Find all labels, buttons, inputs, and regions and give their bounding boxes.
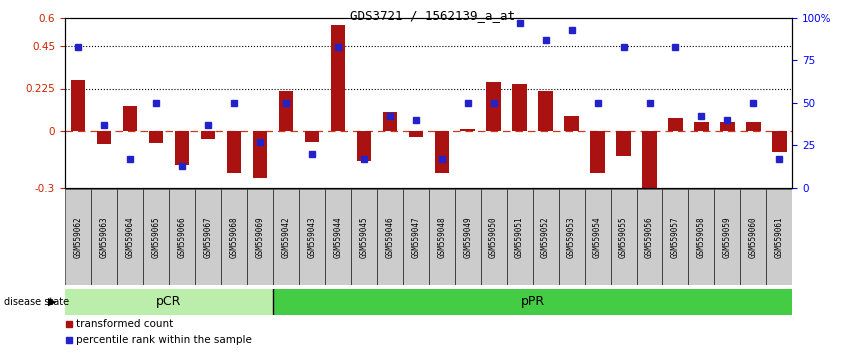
Text: GSM559045: GSM559045	[359, 216, 368, 258]
Text: percentile rank within the sample: percentile rank within the sample	[76, 335, 252, 345]
Bar	[201, 131, 215, 138]
Text: GSM559063: GSM559063	[100, 216, 108, 258]
Bar	[253, 131, 267, 178]
Text: GDS3721 / 1562139_a_at: GDS3721 / 1562139_a_at	[351, 9, 515, 22]
Bar	[688, 189, 714, 285]
Bar	[149, 131, 163, 143]
Text: GSM559069: GSM559069	[255, 216, 264, 258]
Bar	[409, 131, 423, 137]
Text: GSM559056: GSM559056	[645, 216, 654, 258]
Bar	[117, 189, 143, 285]
Bar	[559, 189, 585, 285]
Text: GSM559060: GSM559060	[749, 216, 758, 258]
Bar	[565, 116, 578, 131]
Bar	[71, 80, 85, 131]
Bar	[305, 131, 319, 142]
Bar	[357, 131, 371, 161]
Bar	[507, 189, 533, 285]
Bar	[97, 131, 111, 144]
Text: GSM559066: GSM559066	[178, 216, 186, 258]
Bar	[273, 189, 299, 285]
Bar	[383, 112, 397, 131]
Text: GSM559057: GSM559057	[671, 216, 680, 258]
Text: GSM559055: GSM559055	[619, 216, 628, 258]
Bar	[273, 289, 792, 315]
Text: GSM559058: GSM559058	[697, 216, 706, 258]
Text: GSM559048: GSM559048	[437, 216, 446, 258]
Bar	[221, 189, 247, 285]
Text: ▶: ▶	[48, 297, 56, 307]
Text: GSM559044: GSM559044	[333, 216, 342, 258]
Text: GSM559059: GSM559059	[723, 216, 732, 258]
Bar	[227, 131, 241, 172]
Bar	[637, 189, 662, 285]
Bar	[669, 118, 682, 131]
Bar	[279, 91, 293, 131]
Text: disease state: disease state	[4, 297, 69, 307]
Bar	[714, 189, 740, 285]
Bar	[247, 189, 273, 285]
Bar	[325, 189, 351, 285]
Bar	[351, 189, 377, 285]
Text: GSM559052: GSM559052	[541, 216, 550, 258]
Bar	[403, 189, 429, 285]
Bar	[481, 189, 507, 285]
Text: GSM559042: GSM559042	[281, 216, 290, 258]
Bar	[740, 189, 766, 285]
Bar	[539, 91, 553, 131]
Text: GSM559067: GSM559067	[204, 216, 212, 258]
Bar	[513, 84, 527, 131]
Bar	[195, 189, 221, 285]
Text: GSM559049: GSM559049	[463, 216, 472, 258]
Bar	[461, 129, 475, 131]
Bar	[695, 121, 708, 131]
Bar	[721, 121, 734, 131]
Bar	[91, 189, 117, 285]
Bar	[766, 189, 792, 285]
Text: GSM559065: GSM559065	[152, 216, 160, 258]
Bar	[123, 107, 137, 131]
Bar	[617, 131, 630, 155]
Text: GSM559068: GSM559068	[229, 216, 238, 258]
Bar	[455, 189, 481, 285]
Bar	[533, 189, 559, 285]
Bar	[585, 189, 611, 285]
Bar	[591, 131, 604, 172]
Bar	[662, 189, 688, 285]
Bar	[611, 189, 637, 285]
Bar	[299, 189, 325, 285]
Text: GSM559043: GSM559043	[307, 216, 316, 258]
Bar	[429, 189, 455, 285]
Text: GSM559062: GSM559062	[74, 216, 82, 258]
Text: GSM559047: GSM559047	[411, 216, 420, 258]
Bar	[65, 289, 273, 315]
Bar	[175, 131, 189, 165]
Bar	[331, 25, 345, 131]
Bar	[746, 121, 760, 131]
Text: GSM559053: GSM559053	[567, 216, 576, 258]
Bar	[169, 189, 195, 285]
Text: GSM559064: GSM559064	[126, 216, 134, 258]
Text: pCR: pCR	[156, 295, 182, 308]
Text: GSM559051: GSM559051	[515, 216, 524, 258]
Text: GSM559050: GSM559050	[489, 216, 498, 258]
Text: GSM559046: GSM559046	[385, 216, 394, 258]
Bar	[65, 189, 91, 285]
Text: pPR: pPR	[520, 295, 545, 308]
Text: GSM559054: GSM559054	[593, 216, 602, 258]
Text: GSM559061: GSM559061	[775, 216, 784, 258]
Text: transformed count: transformed count	[76, 319, 173, 329]
Bar	[377, 189, 403, 285]
Bar	[435, 131, 449, 172]
Bar	[143, 189, 169, 285]
Bar	[487, 82, 501, 131]
Bar	[772, 131, 786, 152]
Bar	[643, 131, 656, 195]
